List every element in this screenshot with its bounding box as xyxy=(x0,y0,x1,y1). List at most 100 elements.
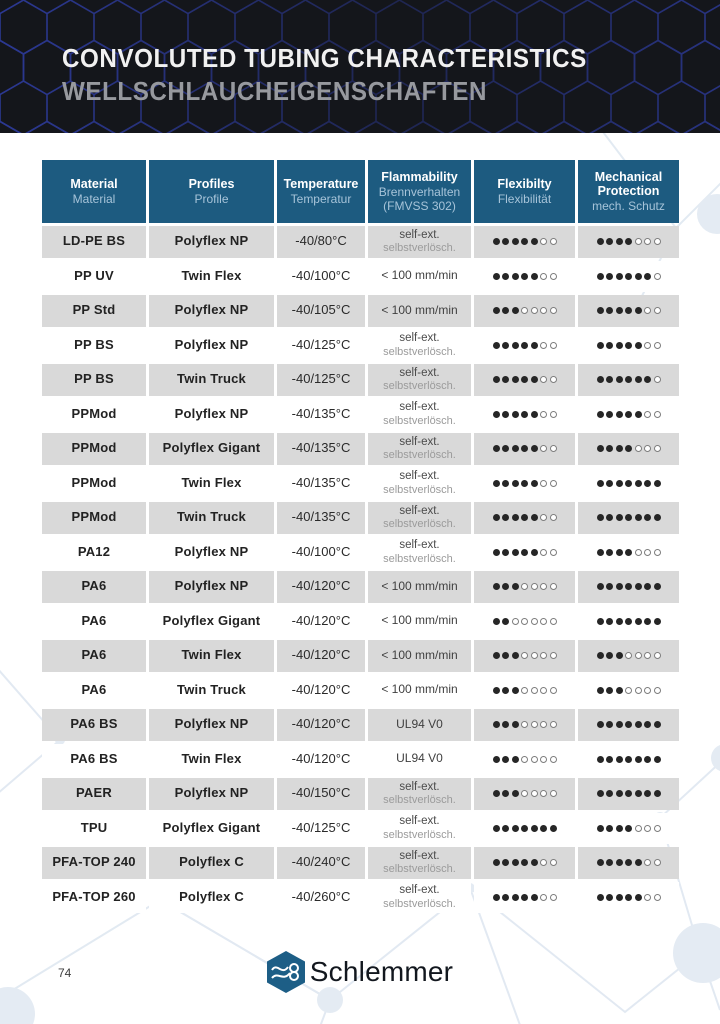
dot-filled xyxy=(502,686,509,694)
flammability-en: self-ext. xyxy=(399,332,440,345)
column-header-de: mech. Schutz xyxy=(592,199,665,214)
dot-filled xyxy=(596,410,604,418)
cell-material: PPMod xyxy=(42,433,146,465)
dot-filled xyxy=(511,721,519,729)
cell-flammability: < 100 mm/min xyxy=(368,674,471,706)
mechanical-protection-dots xyxy=(596,307,661,315)
cell-temperature: -40/125°C xyxy=(277,812,365,844)
dot-filled xyxy=(653,755,661,763)
dot-filled xyxy=(521,893,528,901)
dot-filled xyxy=(634,721,642,729)
dot-filled xyxy=(596,721,604,729)
dot-filled xyxy=(606,893,613,901)
dot-filled xyxy=(502,893,509,901)
dot-empty xyxy=(540,548,547,556)
dot-empty xyxy=(540,755,547,763)
dot-empty xyxy=(540,410,547,418)
cell-flexibility-rating xyxy=(474,571,575,603)
cell-profile: Polyflex NP xyxy=(149,329,274,361)
dot-empty xyxy=(540,376,547,384)
column-header-0: Material Material xyxy=(42,160,146,223)
dot-empty xyxy=(644,548,651,556)
dot-filled xyxy=(615,445,623,453)
cell-mechanical-protection-rating xyxy=(578,640,679,672)
temperature-value: -40/135°C xyxy=(291,405,351,421)
dot-filled xyxy=(502,859,509,867)
dot-empty xyxy=(653,824,661,832)
temperature-value: -40/125°C xyxy=(291,371,351,387)
dot-empty xyxy=(549,583,557,591)
dot-empty xyxy=(549,238,557,246)
material-label: PPMod xyxy=(71,405,117,421)
cell-mechanical-protection-rating xyxy=(578,743,679,775)
material-label: LD-PE BS xyxy=(62,233,126,249)
material-label: PAER xyxy=(76,785,112,801)
dot-filled xyxy=(653,514,661,522)
mechanical-protection-dots xyxy=(596,790,661,798)
cell-temperature: -40/240°C xyxy=(277,847,365,879)
dot-filled xyxy=(596,617,604,625)
dot-empty xyxy=(540,238,547,246)
page-title-block: CONVOLUTED TUBING CHARACTERISTICS WELLSC… xyxy=(62,42,626,108)
dot-empty xyxy=(634,686,642,694)
flammability-de: selbstverlösch. xyxy=(383,518,456,531)
dot-filled xyxy=(492,893,500,901)
column-header-de: Brennverhalten xyxy=(378,184,461,199)
cell-material: PP UV xyxy=(42,260,146,292)
dot-filled xyxy=(521,479,528,487)
dot-empty xyxy=(549,652,557,660)
flammability-value: < 100 mm/min xyxy=(381,647,458,662)
dot-empty xyxy=(549,514,557,522)
profile-label: Polyflex NP xyxy=(174,302,249,318)
dot-empty xyxy=(549,790,557,798)
flexibility-dots xyxy=(492,548,557,556)
dot-filled xyxy=(606,859,613,867)
dot-empty xyxy=(653,307,661,315)
dot-filled xyxy=(644,479,651,487)
dot-filled xyxy=(596,652,604,660)
flammability-en: self-ext. xyxy=(399,401,440,414)
hexagon-pattern xyxy=(0,0,720,133)
dot-filled xyxy=(615,755,623,763)
dot-filled xyxy=(511,272,519,280)
cell-mechanical-protection-rating xyxy=(578,502,679,534)
cell-flexibility-rating xyxy=(474,605,575,637)
mechanical-protection-dots xyxy=(596,859,661,867)
material-label: PPMod xyxy=(71,440,117,456)
dot-filled xyxy=(530,479,538,487)
dot-filled xyxy=(606,721,613,729)
dot-filled xyxy=(511,376,519,384)
dot-filled xyxy=(492,686,500,694)
dot-filled xyxy=(615,583,623,591)
material-label: PA6 xyxy=(81,681,107,697)
dot-filled xyxy=(625,755,632,763)
dot-filled xyxy=(615,410,623,418)
cell-flexibility-rating xyxy=(474,364,575,396)
dot-filled xyxy=(596,445,604,453)
dot-empty xyxy=(644,824,651,832)
cell-flammability: self-ext. selbstverlösch. xyxy=(368,329,471,361)
dot-filled xyxy=(502,583,509,591)
dot-filled xyxy=(492,583,500,591)
cell-temperature: -40/135°C xyxy=(277,467,365,499)
dot-filled xyxy=(606,824,613,832)
cell-flexibility-rating xyxy=(474,778,575,810)
dot-empty xyxy=(521,652,528,660)
dot-empty xyxy=(530,617,538,625)
dot-filled xyxy=(596,859,604,867)
dot-filled xyxy=(511,548,519,556)
profile-label: Polyflex C xyxy=(179,854,244,870)
dot-filled xyxy=(606,686,613,694)
cell-flammability: self-ext. selbstverlösch. xyxy=(368,502,471,534)
dot-filled xyxy=(492,479,500,487)
profile-label: Polyflex NP xyxy=(174,578,249,594)
flammability-en: self-ext. xyxy=(399,539,440,552)
cell-mechanical-protection-rating xyxy=(578,847,679,879)
dot-filled xyxy=(502,824,509,832)
dot-filled xyxy=(492,755,500,763)
dot-empty xyxy=(540,652,547,660)
material-label: PFA-TOP 260 xyxy=(52,888,136,904)
material-label: PP Std xyxy=(72,302,116,318)
dot-filled xyxy=(492,376,500,384)
dot-filled xyxy=(521,272,528,280)
